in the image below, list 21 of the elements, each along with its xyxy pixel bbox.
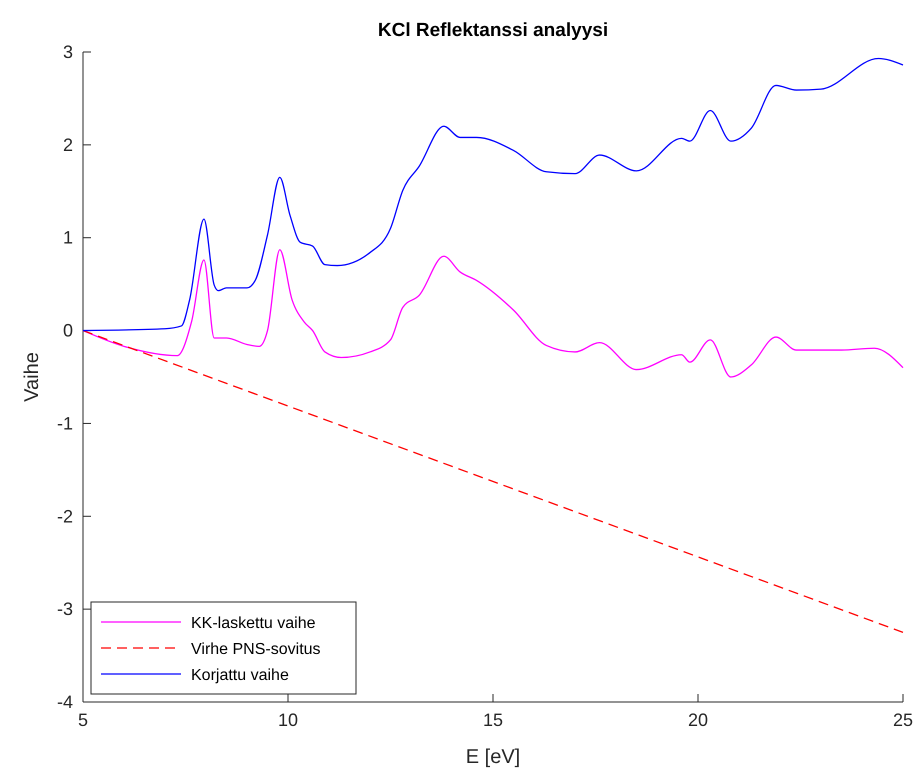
y-tick-label: -1	[56, 413, 73, 434]
x-tick-label: 25	[892, 710, 914, 730]
y-axis-title: Vaihe	[21, 352, 43, 402]
y-tick-label: -4	[56, 692, 73, 712]
chart-title: KCl Reflektanssi analyysi	[378, 20, 608, 41]
y-tick-label: 0	[62, 320, 73, 341]
line-series	[82, 249, 904, 378]
x-axis-title: E [eV]	[466, 746, 520, 768]
y-tick-label: -2	[56, 506, 73, 526]
x-tick-label: 10	[278, 710, 298, 730]
y-tick-label: 2	[62, 134, 73, 155]
legend-label: Virhe PNS-sovitus	[191, 641, 321, 658]
legend-label: KK-laskettu vaihe	[191, 615, 316, 632]
line-series	[82, 58, 904, 332]
y-tick-label: 3	[62, 42, 73, 62]
x-tick-label: 20	[688, 710, 708, 730]
legend-label: Korjattu vaihe	[191, 667, 289, 684]
y-tick-label: 1	[62, 228, 73, 248]
x-tick-label: 15	[482, 710, 504, 730]
x-tick-label: 5	[78, 710, 88, 730]
y-tick-label: -3	[56, 599, 73, 620]
